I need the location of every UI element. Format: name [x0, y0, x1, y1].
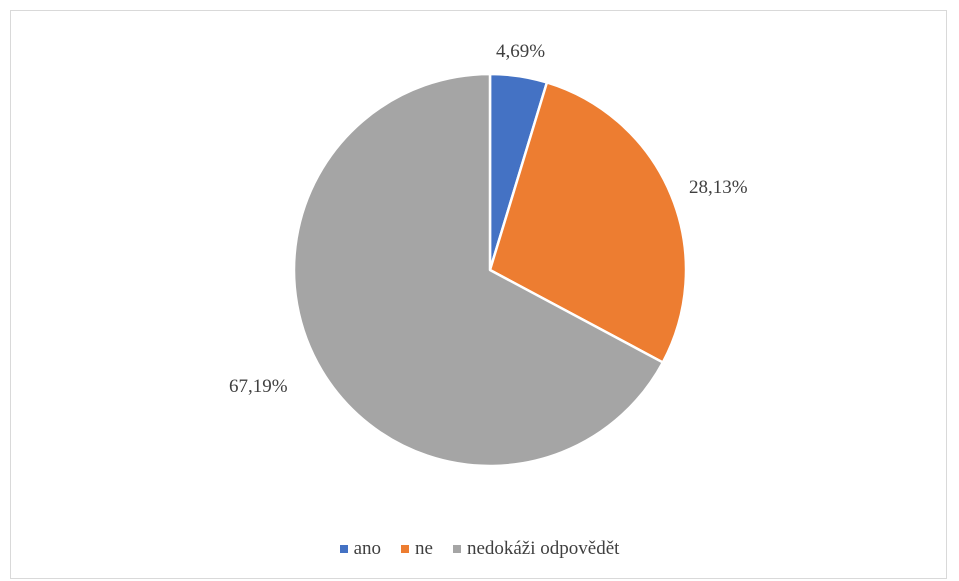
legend-item-ne: ne: [401, 538, 433, 560]
legend-label-ano: ano: [353, 538, 381, 559]
legend-swatch-ano: [339, 545, 348, 553]
pie-slices: [292, 72, 688, 468]
legend-swatch-ne: [401, 545, 409, 553]
data-label-nedokazi: 67,19%: [229, 376, 288, 397]
pie-slice-nedokazi: [292, 72, 665, 468]
pie-slice-ne: [488, 81, 688, 364]
legend-item-nedokazi: nedokáži odpovědět: [452, 538, 620, 560]
legend-label-ne: ne: [415, 538, 433, 559]
legend-label-nedokazi: nedokáži odpovědět: [466, 538, 620, 559]
legend-item-ano: ano: [339, 538, 381, 560]
legend: ano ne nedokáži odpovědět: [0, 538, 959, 560]
legend-swatch-nedokazi: [452, 545, 461, 553]
data-label-ano: 4,69%: [496, 41, 545, 62]
data-label-ne: 28,13%: [689, 177, 748, 198]
